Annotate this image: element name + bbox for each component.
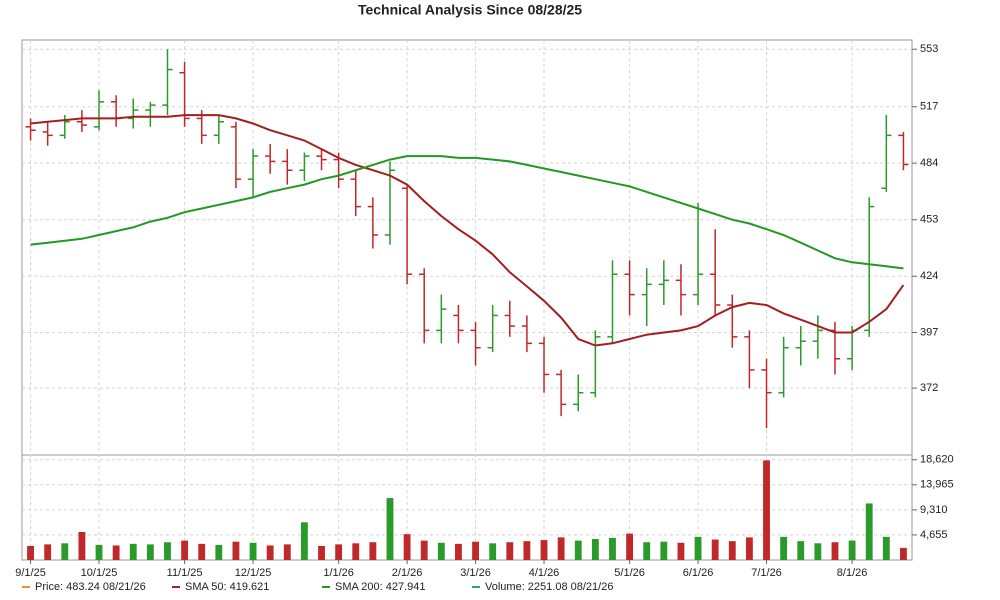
volume-bar (437, 542, 445, 560)
volume-bar (78, 532, 86, 560)
volume-bar (609, 537, 616, 560)
y-tick-label: 453 (920, 214, 938, 226)
y-tick-label: 372 (920, 382, 938, 394)
volume-bar (300, 522, 308, 560)
volume-bar (146, 544, 154, 560)
volume-panel (21, 454, 913, 561)
volume-bar (763, 460, 770, 560)
volume-bar (283, 544, 291, 560)
volume-bar (489, 543, 497, 560)
volume-bar (198, 543, 206, 560)
chart-title: Technical Analysis Since 08/28/25 (358, 2, 582, 18)
y2-tick-label: 9,310 (920, 504, 948, 516)
volume-bar (472, 541, 479, 560)
y2-tick-label: 13,965 (920, 479, 954, 491)
volume-bar (369, 542, 377, 560)
volume-bar (745, 537, 753, 560)
volume-bar (112, 545, 120, 560)
volume-bar (540, 540, 548, 560)
y-tick-label: 397 (920, 326, 938, 338)
volume-bar (266, 545, 274, 560)
volume-bar (591, 539, 599, 560)
volume-bar (711, 539, 719, 560)
volume-bar (848, 540, 856, 560)
volume-bar (660, 541, 668, 560)
volume-bar (352, 543, 360, 560)
y-tick-label: 424 (920, 270, 938, 282)
volume-bar (882, 536, 890, 560)
volume-bar (677, 542, 685, 560)
volume-bar (232, 541, 240, 560)
volume-bar (865, 503, 873, 560)
x-tick-label: 9/1/25 (15, 567, 46, 579)
legend-label: SMA 50: 419.621 (185, 581, 269, 593)
y-tick-label: 553 (920, 43, 938, 55)
volume-bar (27, 546, 34, 560)
volume-bar (95, 544, 103, 560)
volume-bar (831, 542, 839, 560)
volume-bar (643, 542, 651, 560)
sma-line (30, 114, 905, 347)
volume-bar (626, 533, 634, 560)
x-tick-label: 4/1/26 (529, 567, 560, 579)
volume-bar (506, 542, 514, 560)
x-tick-label: 5/1/26 (614, 567, 645, 579)
volume-bar (249, 542, 257, 560)
y2-tick-label: 4,655 (920, 529, 948, 541)
x-tick-label: 6/1/26 (683, 567, 714, 579)
sma-line (30, 155, 904, 270)
volume-bar (557, 537, 565, 560)
legend-label: Volume: 2251.08 08/21/26 (485, 581, 613, 593)
x-tick-label: 8/1/26 (837, 567, 868, 579)
volume-bar (814, 543, 822, 560)
legend-label: SMA 200: 427.941 (335, 581, 426, 593)
x-tick-label: 7/1/26 (751, 567, 782, 579)
x-tick-label: 3/1/26 (460, 567, 491, 579)
volume-bar (523, 541, 531, 560)
volume-bar (386, 498, 394, 560)
volume-bar (900, 547, 907, 560)
volume-bar (335, 544, 343, 560)
y-tick-label: 517 (920, 101, 938, 113)
volume-bar (797, 541, 805, 560)
x-tick-label: 10/1/25 (81, 567, 118, 579)
y-tick-label: 484 (920, 157, 938, 169)
x-tick-label: 12/1/25 (235, 567, 272, 579)
volume-bar (44, 544, 52, 560)
volume-bar (61, 543, 69, 560)
volume-bar (318, 546, 325, 560)
legend-label: Price: 483.24 08/21/26 (35, 581, 146, 593)
x-tick-label: 2/1/26 (392, 567, 423, 579)
volume-bar (129, 543, 137, 560)
volume-bar (420, 540, 428, 560)
volume-bar (728, 541, 736, 560)
x-tick-label: 1/1/26 (323, 567, 354, 579)
volume-bar (574, 540, 582, 560)
volume-bar (694, 536, 702, 560)
volume-bar (215, 544, 223, 560)
volume-bar (403, 534, 411, 560)
volume-bar (455, 543, 462, 560)
x-tick-label: 11/1/25 (167, 567, 203, 579)
volume-bar (181, 540, 189, 560)
volume-bar (780, 536, 788, 560)
y2-tick-label: 18,620 (920, 454, 954, 466)
volume-bar (164, 542, 171, 560)
